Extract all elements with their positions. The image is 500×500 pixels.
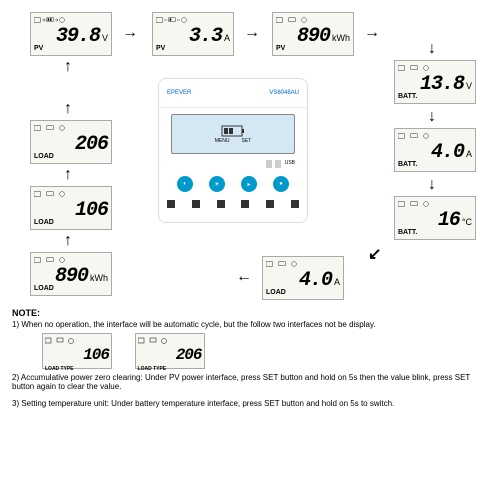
lcd-pv-kwh: 890kWh PV <box>272 12 354 56</box>
unit: V <box>102 33 108 43</box>
arrow-up-icon: ↑ <box>64 232 72 250</box>
terminal-icon <box>241 200 249 208</box>
arrow-right-icon: → <box>122 24 138 42</box>
arrow-right-icon: → <box>244 24 260 42</box>
arrow-down-icon: ↓ <box>428 40 436 58</box>
label: BATT. <box>398 229 472 236</box>
button-2[interactable]: ☀ <box>209 176 225 192</box>
unit: °C <box>462 217 472 227</box>
status-icons <box>34 123 108 133</box>
lcd-batt-temp: 16°C BATT. <box>394 196 476 240</box>
label: LOAD TYPE <box>138 366 202 372</box>
status-icons <box>398 199 472 209</box>
model-label: VS6048AU <box>269 90 299 96</box>
controller-device: EPEVER VS6048AU MENU SET USB ◐ ☀ ▸ ● <box>158 78 308 223</box>
lcd-load-206: 206 LOAD <box>30 120 112 164</box>
arrow-right-icon: → <box>364 24 380 42</box>
lcd-load-amp: 4.0A LOAD <box>262 256 344 300</box>
unit: kWh <box>332 33 350 43</box>
device-buttons: ◐ ☀ ▸ ● <box>159 170 307 198</box>
status-icons <box>34 255 108 265</box>
set-label: SET <box>242 138 252 144</box>
menu-label: MENU <box>215 138 230 144</box>
lcd-batt-amp: 4.0A BATT. <box>394 128 476 172</box>
value: 106 <box>83 346 109 364</box>
unit: A <box>224 33 230 43</box>
lcd-type-206: 206 LOAD TYPE <box>135 333 205 369</box>
lcd-load-106: 106 LOAD <box>30 186 112 230</box>
notes-section: NOTE: 1) When no operation, the interfac… <box>12 308 488 410</box>
terminals <box>159 198 307 210</box>
button-3[interactable]: ▸ <box>241 176 257 192</box>
arrow-left-icon: ← <box>236 268 252 286</box>
diagram-canvas: 39.8V PV → 3.3A PV → 890kWh PV → 13.8V B… <box>8 8 492 492</box>
terminal-icon <box>217 200 225 208</box>
terminal-icon <box>167 200 175 208</box>
brand-label: EPEVER <box>167 90 191 96</box>
value: 890 <box>55 265 88 288</box>
value: 3.3 <box>189 25 222 48</box>
value: 4.0 <box>299 269 332 292</box>
device-header: EPEVER VS6048AU <box>159 79 307 108</box>
device-lcd: MENU SET <box>171 114 295 154</box>
arrow-down-icon: ↓ <box>428 108 436 126</box>
status-icons <box>156 15 230 25</box>
value: 13.8 <box>420 73 464 96</box>
notes-header: NOTE: <box>12 308 488 318</box>
battery-icon <box>218 124 248 138</box>
terminal-icon <box>291 200 299 208</box>
value: 16 <box>438 209 460 232</box>
button-4[interactable]: ● <box>273 176 289 192</box>
note-3: 3) Setting temperature unit: Under batte… <box>12 399 488 408</box>
status-icons <box>398 131 472 141</box>
arrow-down-icon: ↓ <box>428 176 436 194</box>
arrow-left-down-icon: ↙ <box>368 244 381 264</box>
lcd-type-106: 106 LOAD TYPE <box>42 333 112 369</box>
unit: kWh <box>90 273 108 283</box>
lcd-pv-amp: 3.3A PV <box>152 12 234 56</box>
usb-port-icon <box>266 160 272 168</box>
usb-port-icon <box>275 160 281 168</box>
lcd-batt-volt: 13.8V BATT. <box>394 60 476 104</box>
value: 890 <box>297 25 330 48</box>
note-1-examples: 106 LOAD TYPE 206 LOAD TYPE <box>32 333 488 369</box>
lcd-load-kwh: 890kWh LOAD <box>30 252 112 296</box>
arrow-up-icon: ↑ <box>64 166 72 184</box>
terminal-icon <box>266 200 274 208</box>
terminal-icon <box>192 200 200 208</box>
usb-label: USB <box>285 160 295 168</box>
value: 4.0 <box>431 141 464 164</box>
unit: V <box>466 81 472 91</box>
note-1: 1) When no operation, the interface will… <box>12 320 488 329</box>
status-icons <box>276 15 350 25</box>
note-2: 2) Accumulative power zero clearing: Und… <box>12 373 488 391</box>
status-icons <box>266 259 340 269</box>
value: 39.8 <box>56 25 100 48</box>
label: LOAD TYPE <box>45 366 109 372</box>
status-icons <box>398 63 472 73</box>
unit: A <box>334 277 340 287</box>
unit: A <box>466 149 472 159</box>
usb-ports: USB <box>159 160 307 170</box>
status-icons <box>34 189 108 199</box>
button-1[interactable]: ◐ <box>177 176 193 192</box>
value: 206 <box>176 346 202 364</box>
arrow-up-icon: ↑ <box>64 58 72 76</box>
value: 106 <box>75 199 108 222</box>
value: 206 <box>75 133 108 156</box>
lcd-pv-volt: 39.8V PV <box>30 12 112 56</box>
status-icons <box>34 15 108 25</box>
arrow-up-icon: ↑ <box>64 100 72 118</box>
